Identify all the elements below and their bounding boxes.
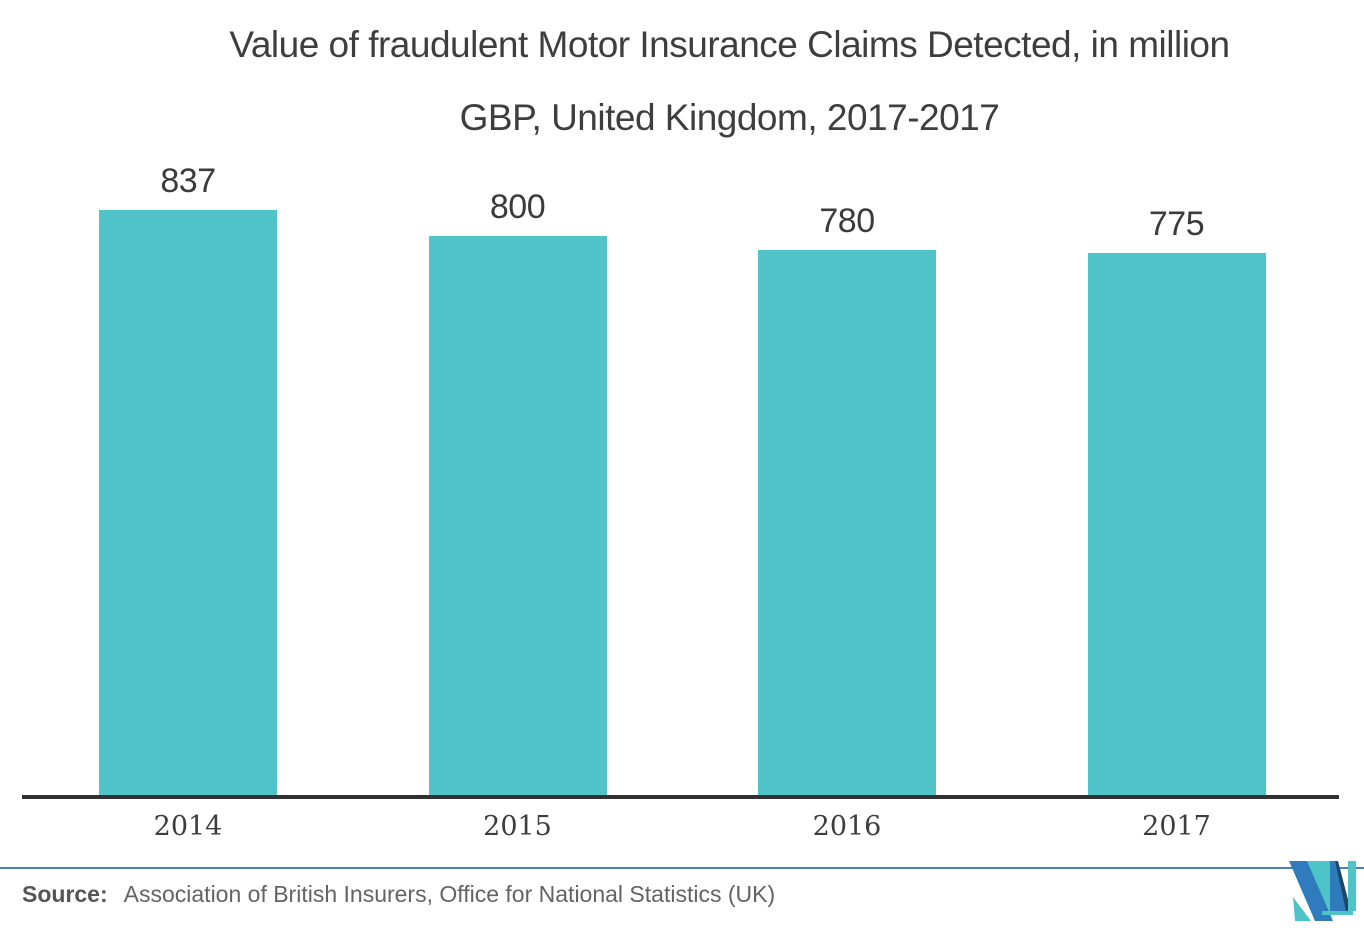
chart-title: Value of fraudulent Motor Insurance Clai… bbox=[95, 8, 1364, 154]
mordor-intelligence-logo-icon bbox=[1289, 861, 1356, 921]
bar bbox=[428, 236, 607, 795]
bar-value-label: 780 bbox=[819, 202, 875, 240]
x-axis-line bbox=[22, 795, 1339, 799]
bar-value-label: 800 bbox=[489, 188, 546, 226]
bar bbox=[1087, 253, 1266, 795]
bar-value-label: 837 bbox=[160, 162, 216, 200]
bar bbox=[758, 250, 936, 795]
bar-column: 837 bbox=[99, 162, 277, 795]
x-axis-tick-label: 2015 bbox=[483, 811, 552, 842]
bar bbox=[99, 210, 277, 795]
x-axis-tick-label: 2014 bbox=[153, 811, 223, 842]
x-axis-tick-label: 2016 bbox=[812, 811, 882, 842]
bar-column: 800 bbox=[428, 188, 607, 795]
chart-title-line2: GBP, United Kingdom, 2017-2017 bbox=[459, 97, 1000, 138]
source-label: Source: bbox=[22, 881, 108, 907]
bar-column: 775 bbox=[1087, 205, 1266, 795]
chart-title-line1: Value of fraudulent Motor Insurance Clai… bbox=[229, 24, 1230, 65]
bar-column: 780 bbox=[758, 202, 936, 795]
x-axis-tick-label: 2017 bbox=[1142, 811, 1211, 842]
bar-value-label: 775 bbox=[1148, 205, 1205, 243]
source-row: Source: Association of British Insurers,… bbox=[22, 881, 775, 908]
source-text: Association of British Insurers, Office … bbox=[123, 881, 776, 907]
footer-divider-line bbox=[0, 867, 1364, 869]
